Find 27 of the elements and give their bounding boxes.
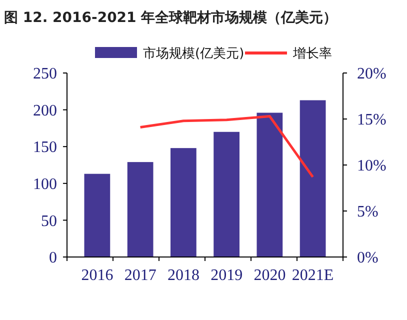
y-tick-label: 150	[33, 139, 57, 156]
bar	[170, 148, 196, 257]
x-tick-label: 2020	[254, 267, 286, 284]
bar	[300, 100, 326, 257]
y2-tick-label: 20%	[357, 66, 386, 83]
x-tick-label: 2021E	[292, 267, 334, 284]
bar	[84, 174, 110, 257]
y-tick-label: 100	[33, 176, 57, 193]
y-tick-label: 250	[33, 66, 57, 83]
y2-tick-label: 5%	[357, 204, 378, 221]
y2-tick-label: 10%	[357, 158, 386, 175]
line-series	[139, 114, 314, 178]
legend-label: 增长率	[292, 46, 332, 62]
x-tick-label: 2016	[81, 267, 114, 284]
bar	[214, 132, 240, 257]
y-tick-label: 0	[49, 250, 57, 267]
y2-tick-label: 15%	[357, 112, 386, 129]
bar	[127, 162, 154, 257]
y-tick-label: 200	[33, 102, 57, 120]
legend-label: 市场规模(亿美元)	[143, 46, 244, 62]
y2-tick-label: 0%	[357, 250, 378, 267]
x-tick-label: 2019	[210, 267, 243, 284]
bar	[256, 112, 283, 257]
chart-title: 图 12. 2016-2021 年全球靶材市场规模（亿美元）	[4, 9, 338, 26]
x-tick-label: 2018	[167, 267, 200, 284]
x-tick-label: 2017	[124, 267, 156, 284]
y-tick-label: 50	[41, 212, 57, 230]
